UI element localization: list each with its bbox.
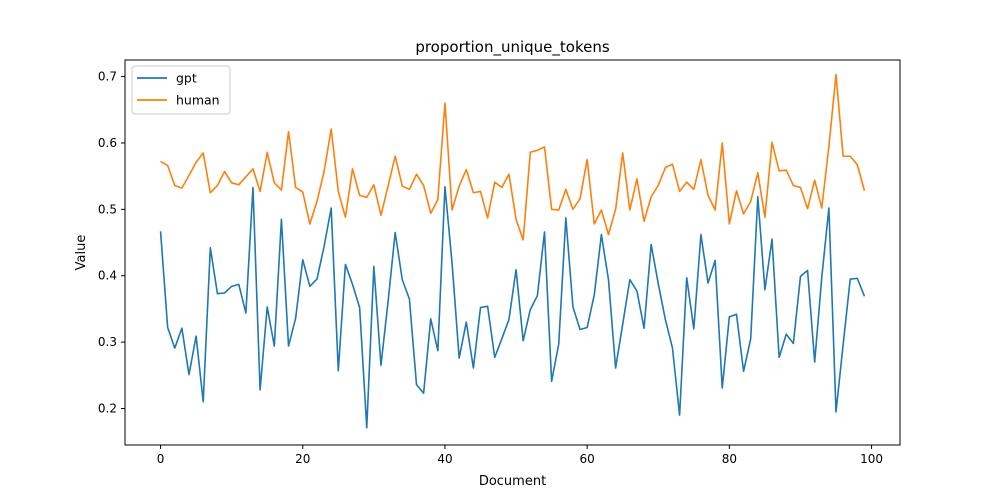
- y-tick-label: 0.4: [98, 269, 117, 283]
- x-tick-label: 0: [157, 452, 165, 466]
- plot-frame: [124, 59, 901, 446]
- legend-label-gpt: gpt: [176, 71, 197, 86]
- y-tick-label: 0.5: [98, 202, 117, 216]
- series-line-gpt: [159, 185, 866, 429]
- y-tick-label: 0.3: [98, 335, 117, 349]
- x-axis-label: Document: [479, 474, 546, 489]
- x-tick-label: 100: [860, 452, 883, 466]
- y-tick-label: 0.2: [98, 401, 117, 415]
- x-tick-label: 20: [295, 452, 310, 466]
- series-line-human: [160, 73, 866, 241]
- y-axis-ticks: 0.2 0.3 0.4 0.5 0.6 0.7: [98, 70, 125, 415]
- y-axis-label: Value: [74, 235, 89, 271]
- x-tick-label: 80: [722, 452, 737, 466]
- chart-title: proportion_unique_tokens: [415, 38, 610, 57]
- series-layer: [159, 73, 866, 429]
- legend-label-human: human: [176, 93, 220, 108]
- plot-area: 0 20 40 60 80 100 0.2 0.3 0.4 0.5 0.6 0.7: [98, 59, 901, 466]
- y-tick-label: 0.7: [98, 70, 117, 84]
- x-tick-label: 60: [580, 452, 595, 466]
- y-tick-label: 0.6: [98, 136, 117, 150]
- x-axis-ticks: 0 20 40 60 80 100: [157, 445, 883, 466]
- legend: gpt human: [131, 65, 231, 115]
- legend-items: gpt human: [137, 71, 220, 108]
- x-tick-label: 40: [437, 452, 452, 466]
